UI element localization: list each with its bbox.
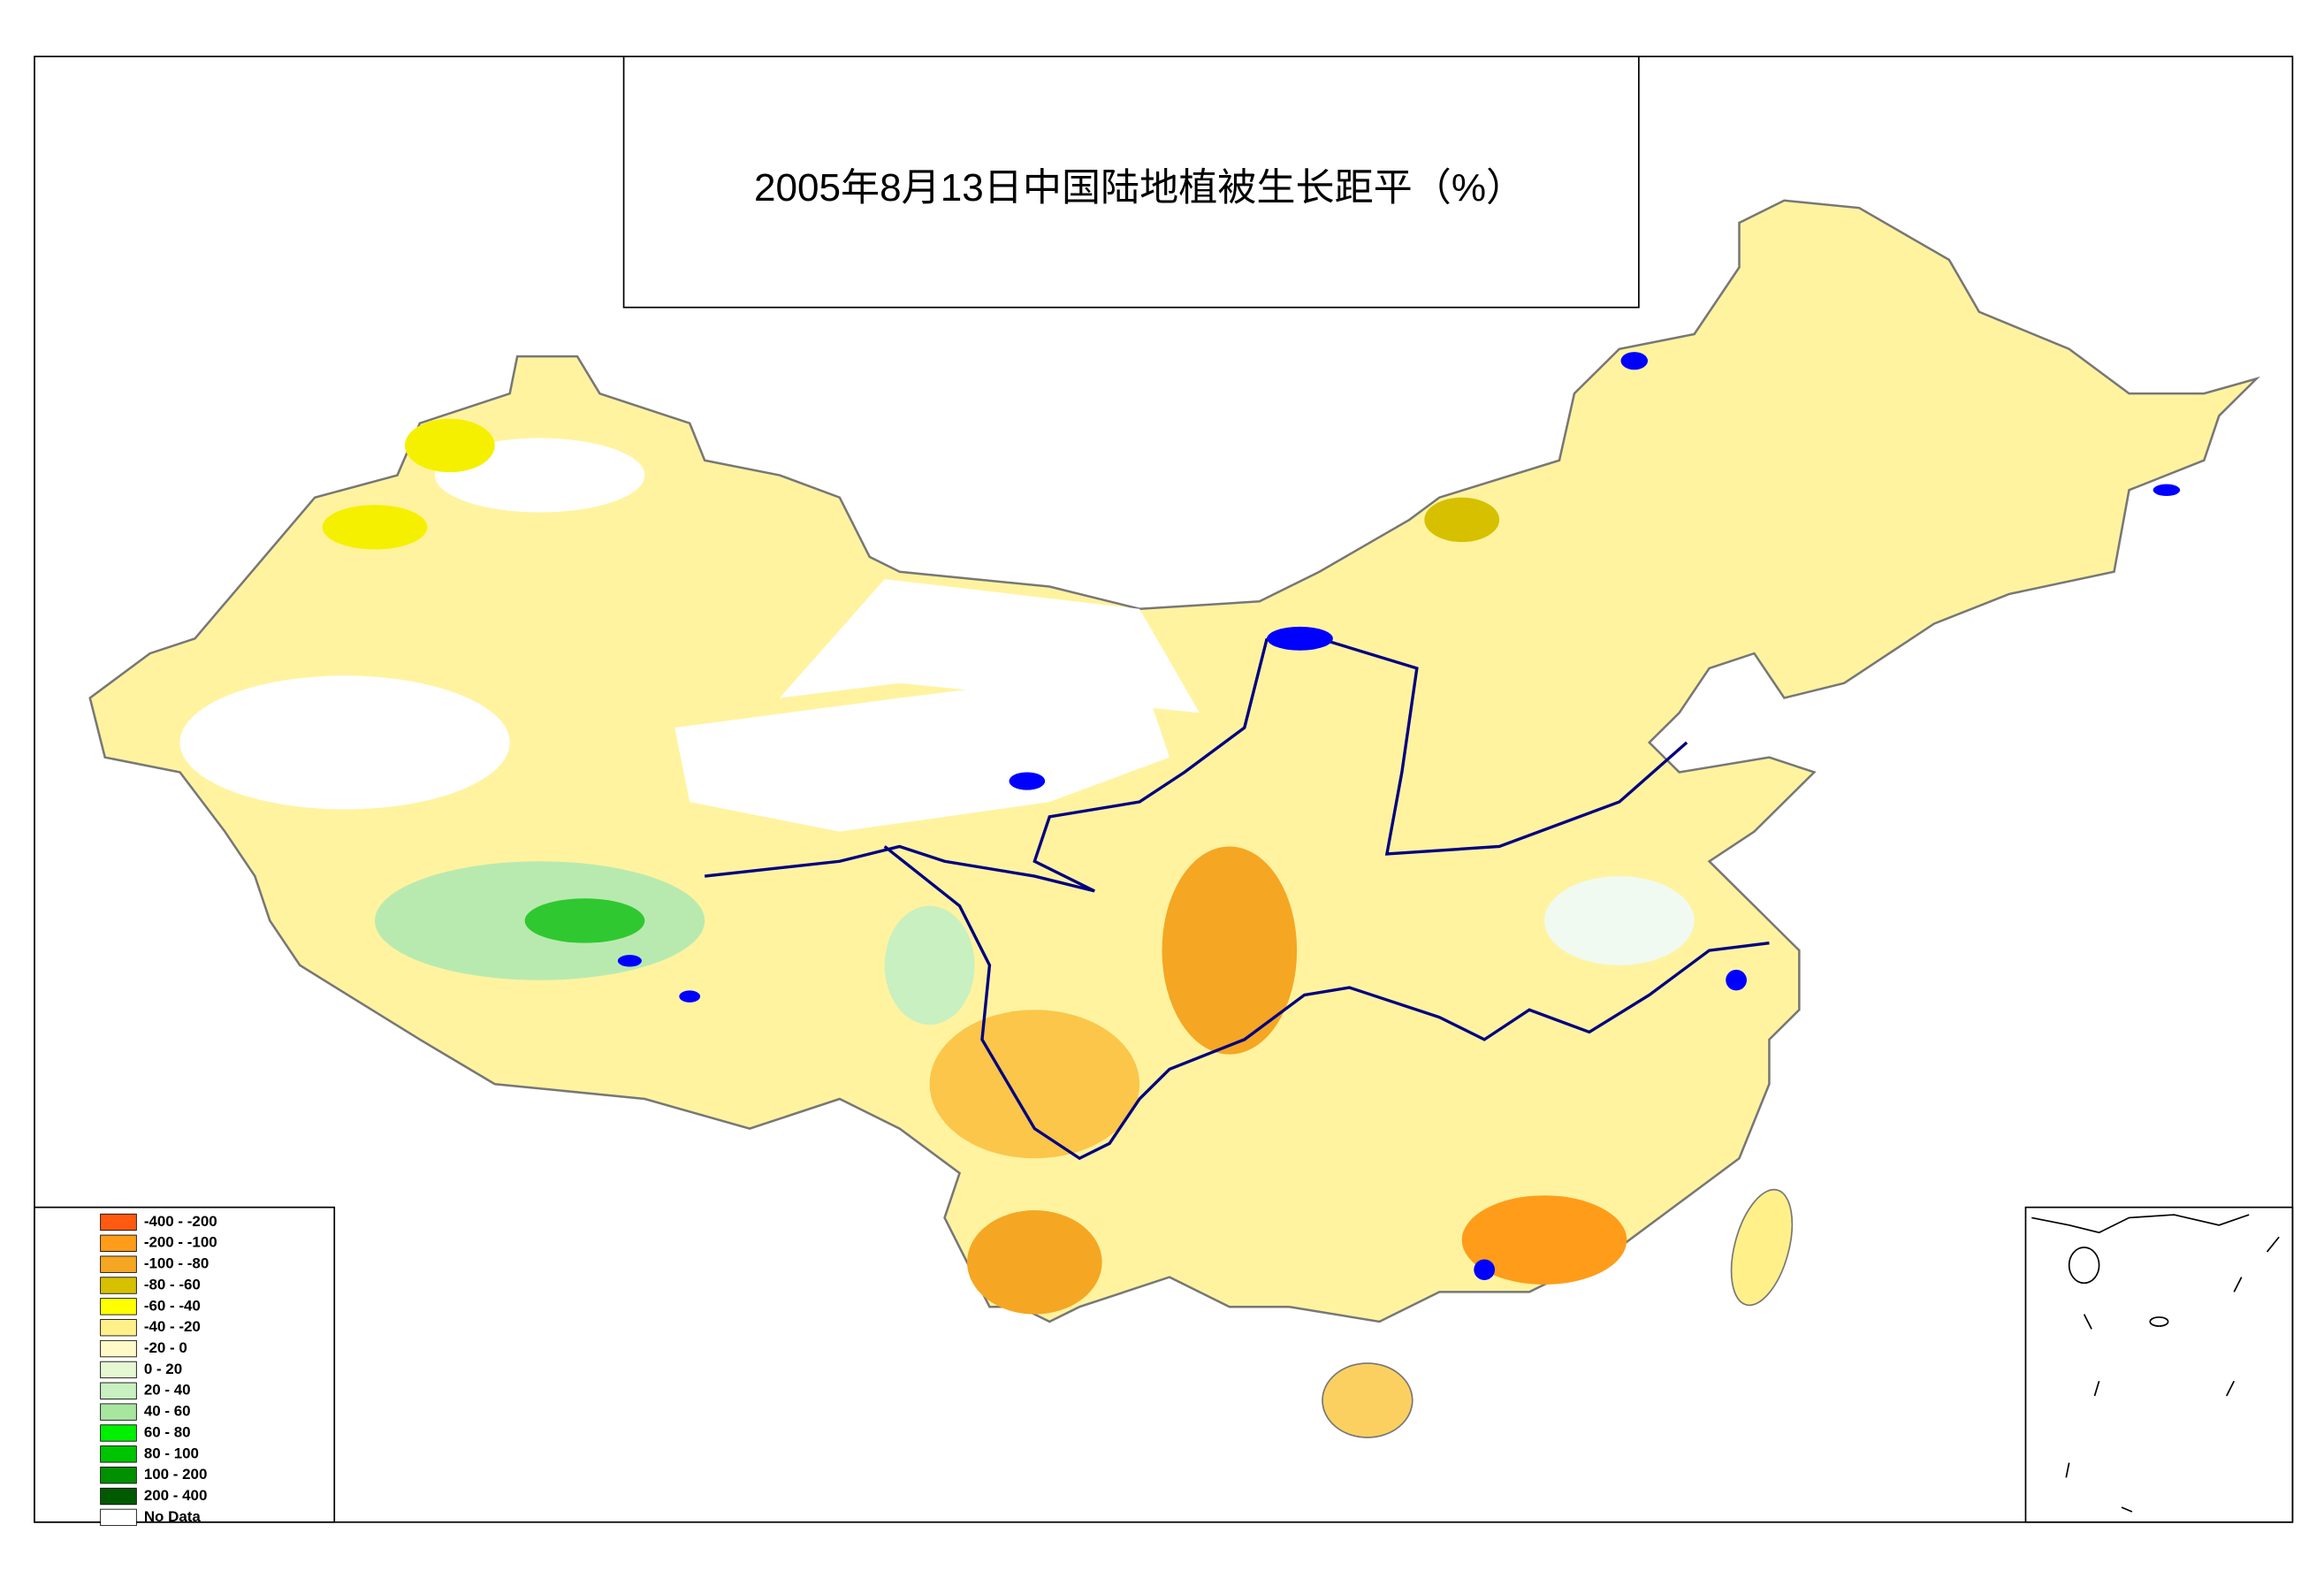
negative-area bbox=[967, 1210, 1102, 1315]
legend-label: -400 - -200 bbox=[144, 1213, 217, 1230]
legend-label: -40 - -20 bbox=[144, 1318, 201, 1335]
negative-area bbox=[1461, 1195, 1627, 1285]
legend-label: 20 - 40 bbox=[144, 1382, 191, 1399]
title-box bbox=[622, 55, 1640, 309]
lake bbox=[1267, 626, 1333, 651]
legend-label: -60 - -40 bbox=[144, 1297, 201, 1314]
negative-area bbox=[322, 505, 428, 550]
legend-swatch bbox=[100, 1382, 137, 1399]
south-china-sea-inset bbox=[2031, 1214, 2280, 1513]
legend-swatch bbox=[100, 1213, 137, 1231]
legend-swatch bbox=[100, 1361, 137, 1379]
hainan bbox=[1322, 1362, 1413, 1438]
legend-swatch bbox=[100, 1319, 137, 1337]
negative-area bbox=[1162, 846, 1298, 1055]
taiwan bbox=[1730, 1188, 1794, 1307]
legend-swatch bbox=[100, 1234, 137, 1252]
legend-swatch bbox=[100, 1403, 137, 1421]
negative-area bbox=[1424, 497, 1500, 543]
legend: -400 - -200 -200 - -100 -100 - -80 -80 - -6… bbox=[100, 1213, 217, 1527]
legend-label: 0 - 20 bbox=[144, 1361, 182, 1377]
no-data-area bbox=[779, 579, 1200, 713]
inset-box bbox=[2024, 1206, 2294, 1523]
positive-area bbox=[524, 898, 645, 943]
legend-swatch bbox=[100, 1424, 137, 1442]
legend-label: 100 - 200 bbox=[144, 1466, 208, 1483]
lake bbox=[2153, 484, 2181, 497]
no-data-area bbox=[674, 667, 1170, 832]
legend-label: -100 - -80 bbox=[144, 1255, 209, 1272]
legend-label: -200 - -100 bbox=[144, 1234, 217, 1251]
legend-label: 60 - 80 bbox=[144, 1423, 191, 1440]
yellow-river bbox=[1267, 637, 1688, 856]
lake bbox=[1009, 772, 1046, 790]
legend-swatch bbox=[100, 1255, 137, 1273]
china-map bbox=[88, 199, 2261, 1438]
lake bbox=[617, 955, 642, 967]
lake bbox=[1620, 352, 1649, 370]
legend-swatch bbox=[100, 1339, 137, 1358]
legend-swatch bbox=[100, 1277, 137, 1294]
lake bbox=[1474, 1259, 1496, 1280]
legend-label: -20 - 0 bbox=[144, 1339, 187, 1356]
map-title: 2005年8月13日中国陆地植被生长距平（%） bbox=[754, 166, 1525, 210]
negative-area bbox=[404, 418, 495, 473]
positive-area bbox=[884, 905, 975, 1026]
legend-swatch bbox=[100, 1467, 137, 1484]
legend-label: 200 - 400 bbox=[144, 1487, 208, 1504]
legend-box bbox=[34, 1206, 336, 1523]
legend-swatch bbox=[100, 1508, 137, 1527]
legend-swatch bbox=[100, 1487, 137, 1506]
no-data-area bbox=[179, 675, 510, 810]
negative-area bbox=[929, 1010, 1140, 1159]
yangtze-river bbox=[883, 845, 1770, 1161]
legend-swatch bbox=[100, 1298, 137, 1315]
lake bbox=[679, 990, 701, 1003]
legend-swatch bbox=[100, 1445, 137, 1463]
legend-label: 40 - 60 bbox=[144, 1403, 191, 1420]
legend-label: -80 - -60 bbox=[144, 1277, 201, 1293]
lake bbox=[1726, 969, 1747, 991]
near-zero-area bbox=[1544, 876, 1695, 965]
legend-label: No Data bbox=[144, 1508, 202, 1525]
legend-label: 80 - 100 bbox=[144, 1445, 199, 1461]
